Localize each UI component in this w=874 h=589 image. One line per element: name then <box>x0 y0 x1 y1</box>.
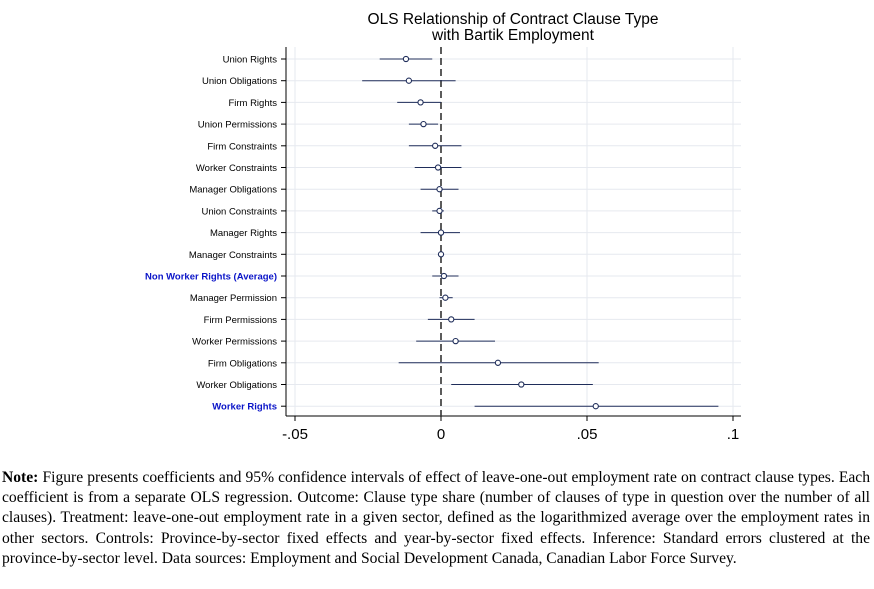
x-tick-label: -.05 <box>282 426 308 443</box>
x-tick-label: .05 <box>577 426 598 443</box>
category-label: Firm Rights <box>228 98 277 109</box>
point-estimate <box>442 294 449 301</box>
category-label: Firm Constraints <box>207 141 277 152</box>
note-label: Note: <box>2 469 39 486</box>
point-estimate <box>432 142 439 149</box>
point-estimate <box>405 77 413 84</box>
figure-note: Note: Figure presents coefficients and 9… <box>2 468 870 569</box>
category-labels: Union Rights Union Obligations Firm Rights… <box>145 55 277 413</box>
category-label: Manager Constraints <box>189 250 277 261</box>
category-label: Manager Permission <box>190 293 277 304</box>
chart-title-line-1: OLS Relationship of Contract Clause Type <box>368 11 659 28</box>
category-label: Worker Constraints <box>196 163 277 174</box>
category-label: Union Obligations <box>202 76 277 87</box>
point-estimate <box>448 316 455 323</box>
point-estimate <box>494 359 502 366</box>
coefficient-plot: OLS Relationship of Contract Clause Type… <box>145 11 741 443</box>
category-label: Non Worker Rights (Average) <box>145 272 277 283</box>
point-estimate <box>436 186 443 193</box>
gridlines <box>286 47 741 416</box>
point-estimate <box>437 251 445 258</box>
point-estimate <box>440 272 448 280</box>
category-label: Union Constraints <box>201 206 277 217</box>
x-tick-label: 0 <box>437 426 445 443</box>
point-estimate <box>420 120 427 128</box>
category-label: Worker Permissions <box>192 337 277 348</box>
point-estimate <box>437 229 445 236</box>
category-label: Union Rights <box>223 55 278 66</box>
point-estimate <box>417 99 424 106</box>
point-estimates <box>402 55 599 410</box>
point-estimate <box>452 337 459 345</box>
axes <box>281 47 741 421</box>
point-estimate <box>436 207 443 215</box>
category-label: Firm Obligations <box>208 358 277 369</box>
point-estimate <box>402 55 410 63</box>
point-estimate <box>592 403 599 410</box>
note-text: Figure presents coefficients and 95% con… <box>2 469 870 567</box>
category-label: Manager Rights <box>210 228 277 239</box>
x-tick-label: .1 <box>727 426 740 443</box>
category-label: Worker Obligations <box>196 380 277 391</box>
category-label: Manager Obligations <box>189 185 277 196</box>
chart-title-line-2: with Bartik Employment <box>431 27 595 44</box>
point-estimate <box>518 381 525 388</box>
point-estimate <box>434 164 442 171</box>
x-tick-labels: -.05 0 .05 .1 <box>282 426 739 443</box>
category-label: Firm Permissions <box>204 315 278 326</box>
category-label: Union Permissions <box>198 120 277 131</box>
category-label: Worker Rights <box>212 402 277 413</box>
